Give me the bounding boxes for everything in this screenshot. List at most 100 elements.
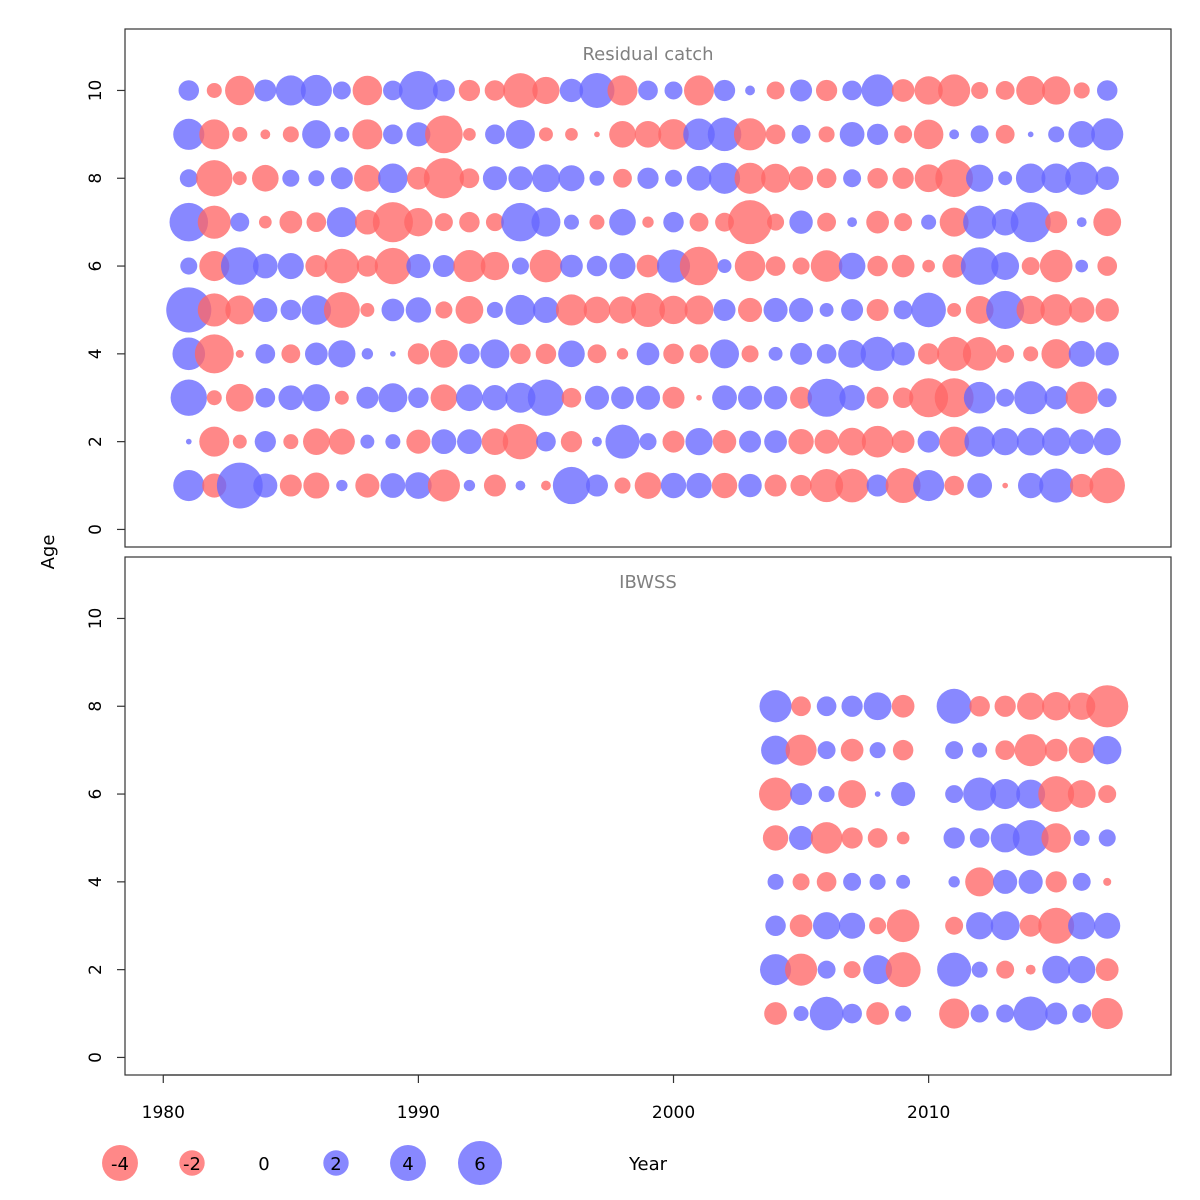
- bubble-point: [966, 912, 994, 940]
- bubble-point: [1045, 211, 1068, 234]
- bubble-point: [196, 160, 233, 197]
- bubble-point: [559, 78, 584, 103]
- bubble-point: [869, 873, 886, 890]
- bubble-point: [378, 383, 408, 413]
- bubble-point: [636, 342, 660, 366]
- bubble-point: [939, 426, 970, 457]
- bubble-point: [996, 960, 1015, 979]
- bubble-point: [945, 741, 964, 760]
- bubble-point: [1069, 429, 1095, 455]
- bubble-point: [255, 344, 276, 364]
- bubble-point: [1044, 738, 1068, 762]
- bubble-point: [789, 166, 814, 191]
- bubble-point: [866, 386, 889, 409]
- bubble-point: [380, 473, 406, 498]
- bubble-point: [995, 81, 1015, 100]
- bubble-point: [1096, 80, 1118, 101]
- bubble-point: [1073, 829, 1090, 846]
- bubble-point: [225, 383, 254, 412]
- bubble-point: [486, 301, 503, 318]
- bubble-point: [1039, 249, 1073, 283]
- bubble-point: [892, 167, 914, 189]
- bubble-point: [689, 344, 709, 364]
- bubble-point: [583, 296, 611, 324]
- bubble-point: [301, 295, 332, 325]
- bubble-point: [738, 473, 762, 498]
- bubble-point: [893, 300, 913, 320]
- y-tick-label: 2: [86, 964, 106, 975]
- bubble-point: [555, 294, 588, 326]
- bubble-point: [891, 782, 916, 807]
- bubble-point: [839, 385, 865, 411]
- bubble-point: [352, 75, 383, 106]
- bubble-point: [971, 81, 989, 99]
- bubble-point: [839, 121, 865, 147]
- bubble-point: [991, 252, 1020, 280]
- bubble-point: [1025, 964, 1036, 975]
- bubble-point: [942, 254, 966, 278]
- bubble-point: [354, 164, 381, 192]
- bubble-point: [841, 298, 864, 321]
- bubble-point: [861, 74, 894, 107]
- bubble-point: [308, 170, 325, 187]
- bubble-point: [332, 81, 351, 100]
- bubble-point: [170, 379, 207, 416]
- bubble-point: [1042, 955, 1071, 984]
- bubble-point: [972, 742, 988, 758]
- bubble-point: [696, 394, 702, 401]
- bubble-point: [463, 128, 476, 141]
- bubble-point: [760, 954, 792, 986]
- bubble-point: [840, 738, 864, 762]
- bubble-point: [842, 1003, 862, 1024]
- bubble-point: [739, 430, 762, 453]
- bubble-point: [408, 387, 429, 408]
- y-tick-label: 6: [86, 789, 106, 800]
- bubble-point: [306, 212, 327, 232]
- legend-label: 6: [474, 1154, 485, 1175]
- bubble-point: [996, 344, 1015, 363]
- bubble-point: [937, 952, 972, 987]
- bubble-point: [1017, 692, 1045, 720]
- x-tick-label: 1990: [397, 1103, 440, 1123]
- bubble-point: [430, 384, 458, 412]
- bubble-point: [885, 952, 921, 988]
- bubble-point: [1065, 161, 1099, 195]
- bubble-point: [763, 386, 788, 410]
- bubble-point: [734, 250, 766, 282]
- bubble-point: [728, 200, 773, 245]
- bubble-point: [789, 297, 814, 322]
- bubble-point: [637, 167, 659, 189]
- bubble-point: [886, 909, 920, 943]
- bubble-point: [1073, 82, 1090, 99]
- bubble-point: [994, 695, 1016, 717]
- bubble-point: [197, 205, 231, 239]
- bubble-point: [708, 162, 741, 194]
- bubble-point: [937, 336, 972, 371]
- bubble-point: [1041, 823, 1071, 853]
- bubble-point: [841, 827, 863, 849]
- bubble-point: [480, 339, 510, 369]
- bubble-point: [767, 213, 785, 231]
- bubble-point: [838, 339, 867, 368]
- bubble-point: [807, 378, 846, 417]
- bubble-point: [945, 785, 964, 804]
- bubble-point: [280, 299, 302, 321]
- bubble-point: [258, 215, 272, 229]
- bubble-point: [1095, 166, 1119, 190]
- legend-bubble: [102, 1145, 138, 1181]
- bubble-point: [173, 469, 205, 502]
- y-tick-label: 0: [86, 1052, 106, 1063]
- bubble-point: [230, 212, 250, 232]
- bubble-point: [891, 430, 915, 454]
- y-tick-label: 8: [86, 701, 106, 712]
- bubble-point: [480, 251, 510, 281]
- bubble-point: [934, 378, 974, 418]
- bubble-point: [768, 346, 783, 361]
- bubble-point: [407, 343, 430, 365]
- bubble-point: [1067, 780, 1096, 808]
- bubble-point: [278, 385, 304, 411]
- bubble-point: [484, 80, 506, 101]
- bubble-point: [789, 914, 813, 938]
- bubble-point: [334, 390, 349, 405]
- bubble-point: [634, 472, 662, 499]
